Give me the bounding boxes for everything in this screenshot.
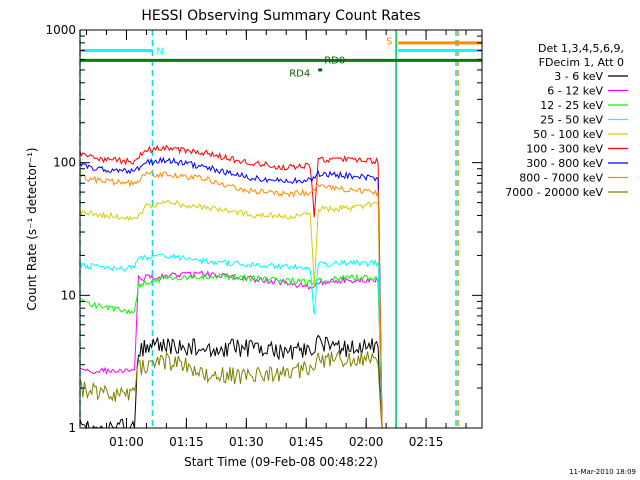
flag-bars <box>80 41 482 72</box>
y-axis-label: Count Rate (s⁻¹ detector⁻¹) <box>25 147 39 310</box>
legend-entry-label: 6 - 12 keV <box>547 85 603 98</box>
series-line <box>79 270 383 429</box>
legend-entry-label: 50 - 100 keV <box>533 128 603 141</box>
x-tick-label: 01:00 <box>109 435 144 449</box>
annotations: N S RD0 RD4 <box>156 37 392 80</box>
legend-header: FDecim 1, Att 0 <box>539 56 624 69</box>
series-line <box>79 334 383 430</box>
legend: Det 1,3,4,5,6,9,FDecim 1, Att 03 - 6 keV… <box>505 42 628 199</box>
y-tick-label: 1 <box>68 421 76 435</box>
chart-title: HESSI Observing Summary Count Rates <box>141 8 420 24</box>
annotation-label: S <box>386 37 392 48</box>
series-line <box>79 272 383 429</box>
series-lines <box>79 144 383 430</box>
x-tick-label: 01:45 <box>289 435 324 449</box>
x-tick-label: 02:15 <box>409 435 444 449</box>
legend-entry-label: 100 - 300 keV <box>526 143 603 156</box>
axis-ticks: 1 10 100 1000 01:00 01:15 01:30 01:45 02:00 02:15 <box>45 23 482 449</box>
series-line <box>79 144 383 429</box>
annotation-label: RD0 <box>324 55 345 66</box>
y-tick-label: 10 <box>61 288 76 302</box>
x-tick-label: 01:30 <box>229 435 264 449</box>
series-line <box>79 156 383 429</box>
legend-entry-label: 25 - 50 keV <box>540 114 603 127</box>
series-line <box>79 171 383 429</box>
series-line <box>79 199 383 429</box>
legend-entry-label: 7000 - 20000 keV <box>505 186 603 199</box>
plot-frame <box>79 29 483 429</box>
series-line <box>79 349 383 429</box>
footer-date: 11-Mar-2010 18:09 <box>569 468 636 476</box>
legend-entry-label: 12 - 25 keV <box>540 99 603 112</box>
annotation-label: RD4 <box>289 68 310 79</box>
x-axis-label: Start Time (09-Feb-08 00:48:22) <box>184 455 378 469</box>
series-line <box>79 253 383 429</box>
y-tick-label: 100 <box>53 156 76 170</box>
x-tick-label: 02:00 <box>349 435 384 449</box>
legend-header: Det 1,3,4,5,6,9, <box>538 42 624 55</box>
legend-entry-label: 3 - 6 keV <box>554 70 603 83</box>
legend-entry-label: 800 - 7000 keV <box>519 172 603 185</box>
annotation-label: N <box>156 47 163 58</box>
x-tick-label: 01:15 <box>169 435 204 449</box>
plot-axes <box>79 29 483 429</box>
legend-entry-label: 300 - 800 keV <box>526 157 603 170</box>
y-tick-label: 1000 <box>45 23 76 37</box>
